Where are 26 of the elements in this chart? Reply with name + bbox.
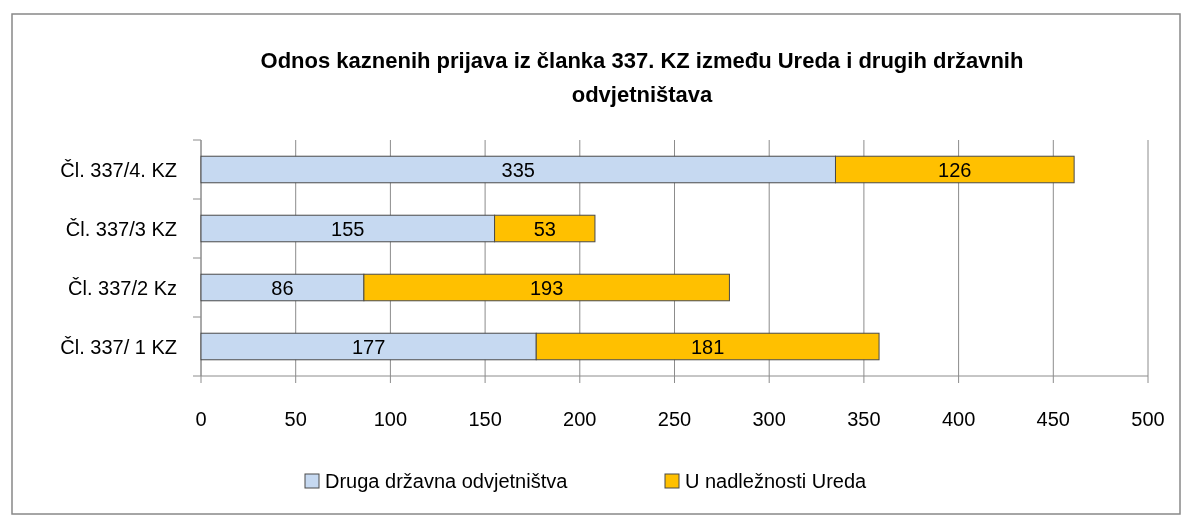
- data-label: 193: [529, 276, 564, 299]
- data-label: 155: [331, 217, 365, 240]
- x-tick-label: 200: [563, 408, 597, 430]
- y-tick-label: Čl. 337/3 KZ: [65, 217, 177, 240]
- x-tick-label: 250: [657, 408, 692, 430]
- chart-title: Odnos kaznenih prijava iz članka 337. KZ između Ureda i drugih državnih odvjetništava: [260, 48, 1024, 107]
- x-tick-label: 300: [752, 408, 786, 430]
- x-tick-label: 0: [195, 408, 207, 430]
- data-label: 53: [533, 217, 556, 240]
- x-tick-label: 400: [941, 408, 976, 430]
- y-tick-label: Čl. 337/4. KZ: [60, 158, 177, 181]
- x-tick-label: 500: [1131, 408, 1165, 430]
- x-tick-label: 150: [468, 408, 502, 430]
- legend-label: Druga državna odvjetništva: [325, 470, 569, 492]
- data-label: 177: [351, 335, 386, 358]
- x-tick-label: 100: [373, 408, 408, 430]
- data-label: 181: [690, 335, 725, 358]
- data-label: 86: [271, 276, 294, 299]
- x-tick-label: 350: [847, 408, 881, 430]
- y-tick-label: Čl. 337/ 1 KZ: [60, 335, 177, 358]
- x-tick-label: 50: [284, 408, 307, 430]
- y-tick-label: Čl. 337/2 Kz: [68, 276, 177, 299]
- data-label: 335: [501, 158, 535, 181]
- data-label: 126: [938, 158, 972, 181]
- x-tick-label: 450: [1036, 408, 1070, 430]
- legend-label: U nadležnosti Ureda: [685, 470, 868, 492]
